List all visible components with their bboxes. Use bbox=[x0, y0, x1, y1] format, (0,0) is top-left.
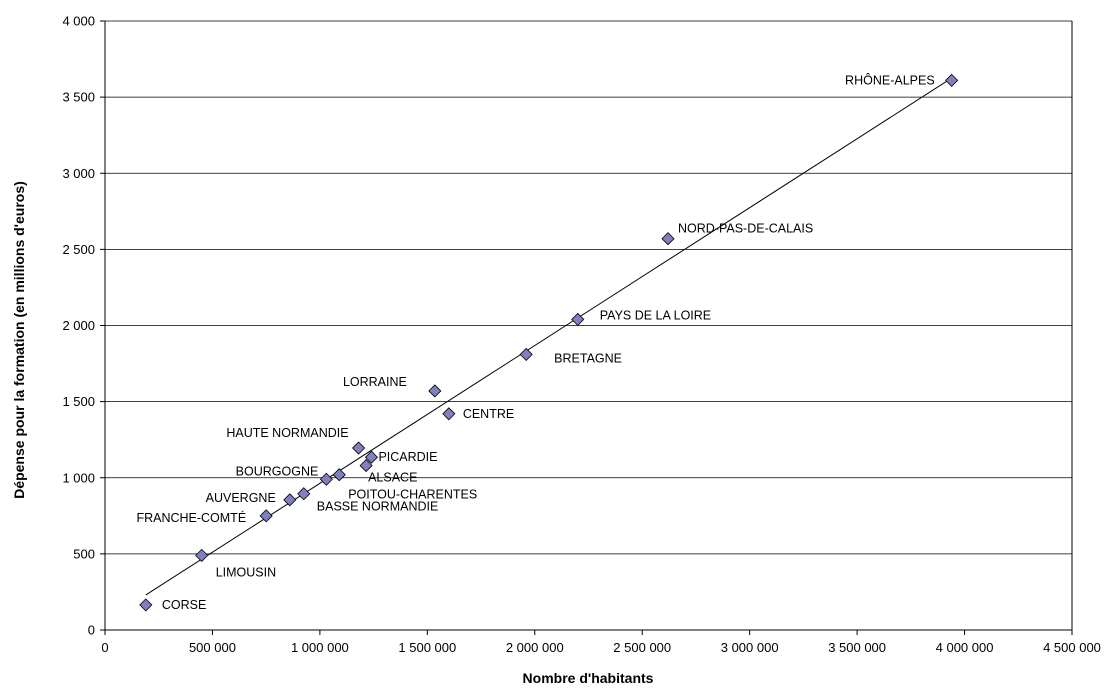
point-label: LIMOUSIN bbox=[216, 565, 276, 579]
trendline-layer bbox=[145, 77, 952, 596]
data-point-marker bbox=[519, 347, 533, 361]
point-label: HAUTE NORMANDIE bbox=[226, 426, 348, 440]
data-point-marker bbox=[442, 407, 456, 421]
data-point-marker bbox=[283, 493, 297, 507]
x-tick-label: 1 000 000 bbox=[291, 640, 349, 655]
x-tick-label: 4 500 000 bbox=[1043, 640, 1101, 655]
point-label: LORRAINE bbox=[343, 375, 407, 389]
data-point-marker bbox=[364, 450, 379, 464]
x-axis-title: Nombre d'habitants bbox=[523, 670, 654, 686]
x-tick-label: 3 500 000 bbox=[828, 640, 886, 655]
x-tick-label: 2 500 000 bbox=[613, 640, 671, 655]
y-tick-label: 1 000 bbox=[62, 470, 95, 485]
x-tick-label: 1 500 000 bbox=[398, 640, 456, 655]
data-point-marker bbox=[195, 548, 209, 562]
data-point-marker bbox=[428, 384, 442, 398]
y-axis-title: Dépense pour la formation (en millions d… bbox=[11, 181, 27, 499]
point-label: AUVERGNE bbox=[206, 491, 276, 505]
data-point-marker bbox=[332, 468, 346, 482]
x-axis-ticks: 0 500 000 1 000 000 1 500 000 2 000 000 2 500… bbox=[101, 630, 1101, 655]
data-point-marker bbox=[945, 73, 959, 87]
y-tick-label: 0 bbox=[88, 623, 95, 638]
point-label: BOURGOGNE bbox=[236, 464, 319, 478]
data-point-marker bbox=[571, 312, 585, 326]
x-tick-label: 0 bbox=[101, 640, 108, 655]
data-point-marker bbox=[359, 459, 373, 473]
x-tick-label: 2 000 000 bbox=[506, 640, 564, 655]
y-tick-label: 4 000 bbox=[62, 14, 95, 29]
gridlines bbox=[104, 20, 1073, 631]
point-label: BASSE NORMANDIE bbox=[317, 500, 439, 514]
data-point-marker bbox=[297, 487, 311, 501]
point-label: CENTRE bbox=[463, 407, 514, 421]
y-tick-label: 3 000 bbox=[62, 166, 95, 181]
y-tick-label: 500 bbox=[73, 546, 95, 561]
data-point-marker bbox=[139, 598, 153, 612]
data-point-marker bbox=[352, 441, 366, 455]
x-tick-label: 4 000 000 bbox=[936, 640, 994, 655]
y-tick-label: 1 500 bbox=[62, 394, 95, 409]
data-point-marker bbox=[319, 472, 333, 486]
trendline bbox=[145, 77, 952, 596]
data-point-marker bbox=[259, 509, 273, 523]
y-tick-label: 3 500 bbox=[62, 90, 95, 105]
x-tick-label: 3 000 000 bbox=[721, 640, 779, 655]
point-label: RHÔNE-ALPES bbox=[845, 72, 935, 87]
point-label: CORSE bbox=[162, 598, 206, 612]
point-label: POITOU-CHARENTES bbox=[348, 488, 477, 502]
data-point-marker bbox=[661, 232, 675, 246]
point-label: NORD-PAS-DE-CALAIS bbox=[678, 222, 813, 236]
point-label: PAYS DE LA LOIRE bbox=[600, 308, 711, 322]
point-label: BRETAGNE bbox=[554, 351, 622, 365]
y-tick-label: 2 000 bbox=[62, 318, 95, 333]
point-label: FRANCHE-COMTÉ bbox=[136, 510, 246, 525]
y-axis-ticks: 0 500 1 000 1 500 2 000 2 500 3 000 3 500 4 000 bbox=[62, 14, 105, 638]
data-points bbox=[139, 73, 959, 612]
point-label: ALSACE bbox=[368, 471, 417, 485]
x-tick-label: 500 000 bbox=[189, 640, 236, 655]
point-labels: RHÔNE-ALPES NORD-PAS-DE-CALAIS PAYS DE LA … bbox=[136, 72, 934, 612]
y-tick-label: 2 500 bbox=[62, 242, 95, 257]
point-label: PICARDIE bbox=[378, 450, 437, 464]
